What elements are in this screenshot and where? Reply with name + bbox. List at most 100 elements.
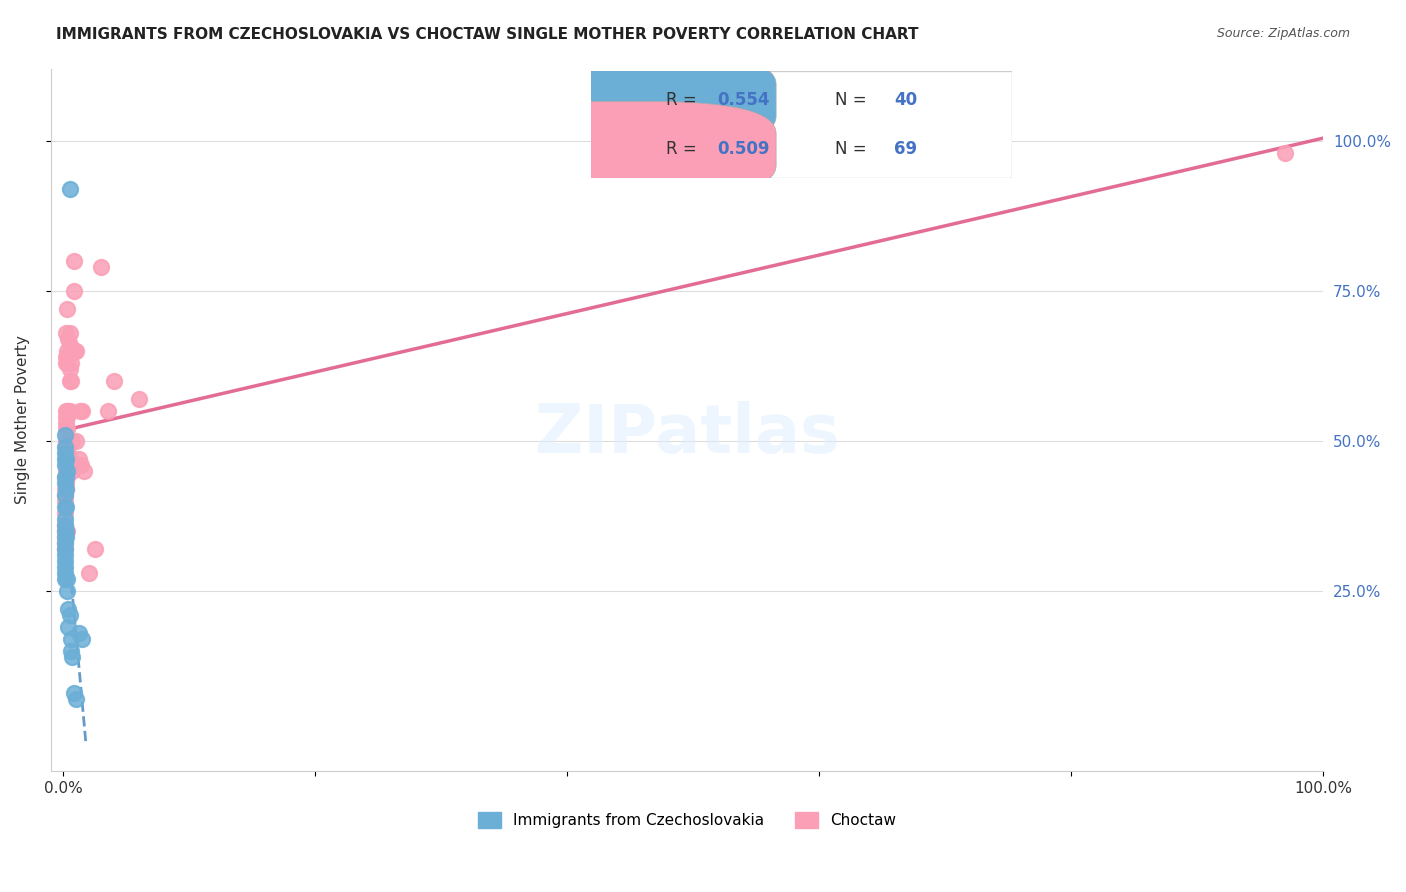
Text: R =: R = <box>666 141 703 159</box>
Point <box>53 524 76 538</box>
Text: 40: 40 <box>894 91 917 109</box>
Point <box>59 338 82 352</box>
Point <box>55 404 77 418</box>
FancyBboxPatch shape <box>481 52 776 148</box>
Point <box>59 404 82 418</box>
Point <box>59 374 82 388</box>
Point <box>53 512 76 526</box>
Point <box>53 566 76 581</box>
Point <box>55 356 77 370</box>
Y-axis label: Single Mother Poverty: Single Mother Poverty <box>15 335 30 504</box>
Point <box>53 494 76 508</box>
Text: ZIPatlas: ZIPatlas <box>534 401 839 467</box>
Point <box>53 452 76 467</box>
Point <box>56 343 79 358</box>
Point <box>55 422 77 436</box>
Point <box>53 500 76 514</box>
Point <box>59 632 82 647</box>
Point <box>53 548 76 562</box>
Point <box>58 404 80 418</box>
Text: N =: N = <box>835 141 872 159</box>
Point <box>55 458 77 472</box>
Point <box>55 350 77 364</box>
Point <box>62 253 84 268</box>
Point <box>60 343 83 358</box>
Point <box>67 452 90 467</box>
Point <box>55 434 77 448</box>
Point <box>55 452 77 467</box>
Point <box>53 572 76 586</box>
Point <box>56 422 79 436</box>
Point <box>56 464 79 478</box>
Point <box>60 464 83 478</box>
Point <box>128 392 150 406</box>
Point <box>62 686 84 700</box>
Point <box>58 350 80 364</box>
Point <box>53 542 76 557</box>
Point <box>56 356 79 370</box>
Point <box>77 566 100 581</box>
Text: IMMIGRANTS FROM CZECHOSLOVAKIA VS CHOCTAW SINGLE MOTHER POVERTY CORRELATION CHAR: IMMIGRANTS FROM CZECHOSLOVAKIA VS CHOCTA… <box>56 27 918 42</box>
Point <box>62 284 84 298</box>
Point <box>1274 145 1296 160</box>
Point <box>58 332 80 346</box>
Point <box>65 343 87 358</box>
Point <box>55 482 77 496</box>
Point <box>70 458 93 472</box>
Point <box>53 506 76 520</box>
Point <box>59 326 82 340</box>
Point <box>53 524 76 538</box>
Point <box>53 530 76 544</box>
Point <box>53 428 76 442</box>
Point <box>53 475 76 490</box>
Point <box>59 458 82 472</box>
Point <box>56 524 79 538</box>
FancyBboxPatch shape <box>591 71 1012 178</box>
Point <box>55 440 77 454</box>
Point <box>53 482 76 496</box>
Point <box>55 500 77 514</box>
Point <box>59 608 82 623</box>
Point <box>53 458 76 472</box>
Point <box>55 326 77 340</box>
Point <box>55 475 77 490</box>
Point <box>59 374 82 388</box>
Point <box>67 626 90 640</box>
Point <box>60 650 83 665</box>
Point <box>56 404 79 418</box>
Text: R =: R = <box>666 91 703 109</box>
Point <box>59 362 82 376</box>
Point <box>58 446 80 460</box>
Point <box>58 620 80 634</box>
Point <box>58 464 80 478</box>
Point <box>53 554 76 568</box>
Text: N =: N = <box>835 91 872 109</box>
FancyBboxPatch shape <box>481 102 776 198</box>
Text: Source: ZipAtlas.com: Source: ZipAtlas.com <box>1216 27 1350 40</box>
Point <box>55 409 77 424</box>
Point <box>56 301 79 316</box>
Point <box>84 542 107 557</box>
Point <box>60 434 83 448</box>
Point <box>56 458 79 472</box>
Point <box>55 524 77 538</box>
Point <box>53 488 76 502</box>
Point <box>65 434 87 448</box>
Point <box>56 470 79 484</box>
Point <box>53 518 76 533</box>
Point <box>96 404 118 418</box>
Text: 69: 69 <box>894 141 917 159</box>
Point <box>55 452 77 467</box>
Point <box>59 182 82 196</box>
Point <box>56 409 79 424</box>
Point <box>59 644 82 658</box>
Point <box>69 404 91 418</box>
Point <box>53 530 76 544</box>
Point <box>55 470 77 484</box>
Point <box>56 446 79 460</box>
Point <box>56 572 79 586</box>
Point <box>72 404 94 418</box>
Point <box>90 260 112 274</box>
Point <box>53 488 76 502</box>
Point <box>53 542 76 557</box>
